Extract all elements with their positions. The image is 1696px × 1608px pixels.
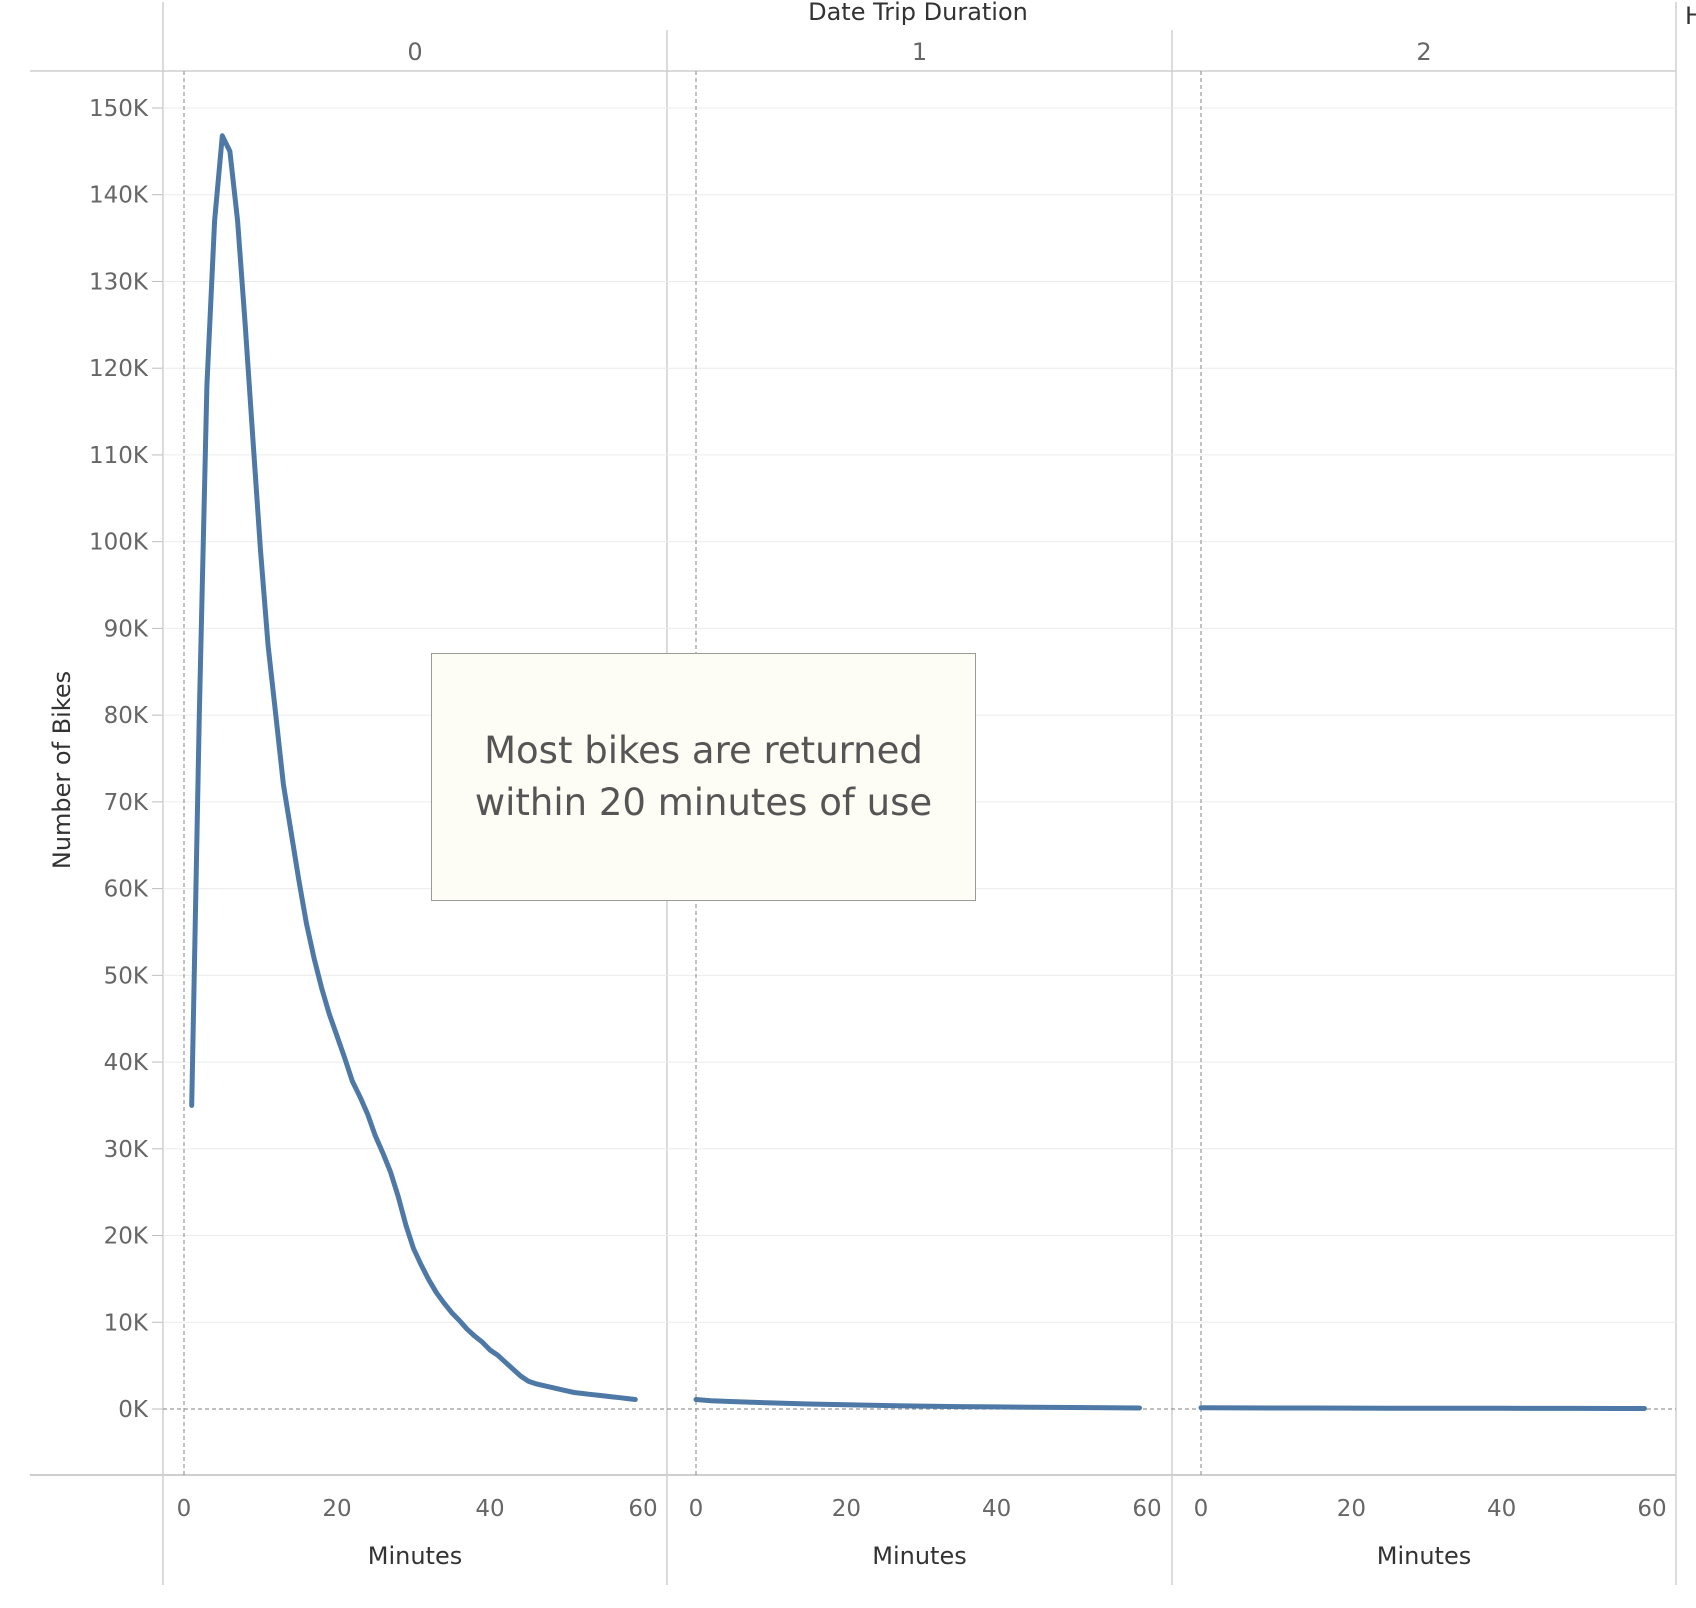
x-tick-label: 60 [628,1496,657,1522]
panel-header: 2 [1416,38,1431,66]
y-tick-label: 20K [104,1224,149,1250]
y-tick-label: 150K [89,96,149,122]
y-tick-label: 90K [104,616,149,642]
y-tick-label: 0K [118,1397,149,1423]
x-axis-label: Minutes [872,1542,966,1570]
y-tick-label: 10K [104,1310,149,1336]
x-tick-label: 0 [1194,1496,1209,1522]
y-tick-label: 110K [89,443,149,469]
x-tick-label: 60 [1637,1496,1666,1522]
annotation-box[interactable]: Most bikes are returned within 20 minute… [431,653,976,901]
series-line [693,1397,1142,1411]
y-tick-label: 30K [104,1137,149,1163]
y-tick-label: 70K [104,790,149,816]
x-tick-label: 0 [689,1496,704,1522]
x-tick-label: 40 [982,1496,1011,1522]
column-title: Date Trip Duration [808,0,1028,26]
x-tick-label: 20 [1337,1496,1366,1522]
x-tick-label: 40 [475,1496,504,1522]
panel-0: 0 0 20 40 60 Minutes [177,38,658,1570]
x-axis-label: Minutes [1377,1542,1471,1570]
x-tick-label: 20 [322,1496,351,1522]
panel-header: 0 [407,38,422,66]
y-tick-label: 60K [104,877,149,903]
y-tick-label: 140K [89,183,149,209]
y-axis-label: Number of Bikes [48,671,76,869]
y-axis: 0K 10K 20K 30K 40K 50K 60K 70K 80K 90K 100K 110K 120… [89,96,163,1423]
x-axis-label: Minutes [368,1542,462,1570]
panel-header: 1 [912,38,927,66]
x-tick-label: 20 [832,1496,861,1522]
right-cutoff-label: H [1685,2,1696,30]
y-tick-label: 120K [89,356,149,382]
series-line [1198,1405,1647,1411]
series-line [189,133,638,1402]
y-tick-label: 80K [104,703,149,729]
y-tick-label: 50K [104,963,149,989]
y-tick-label: 100K [89,530,149,556]
x-tick-label: 60 [1132,1496,1161,1522]
x-tick-label: 0 [177,1496,192,1522]
annotation-text: Most bikes are returned within 20 minute… [474,729,933,824]
chart-frame [30,2,1677,1585]
y-tick-label: 40K [104,1050,149,1076]
x-tick-label: 40 [1487,1496,1516,1522]
y-tick-label: 130K [89,269,149,295]
